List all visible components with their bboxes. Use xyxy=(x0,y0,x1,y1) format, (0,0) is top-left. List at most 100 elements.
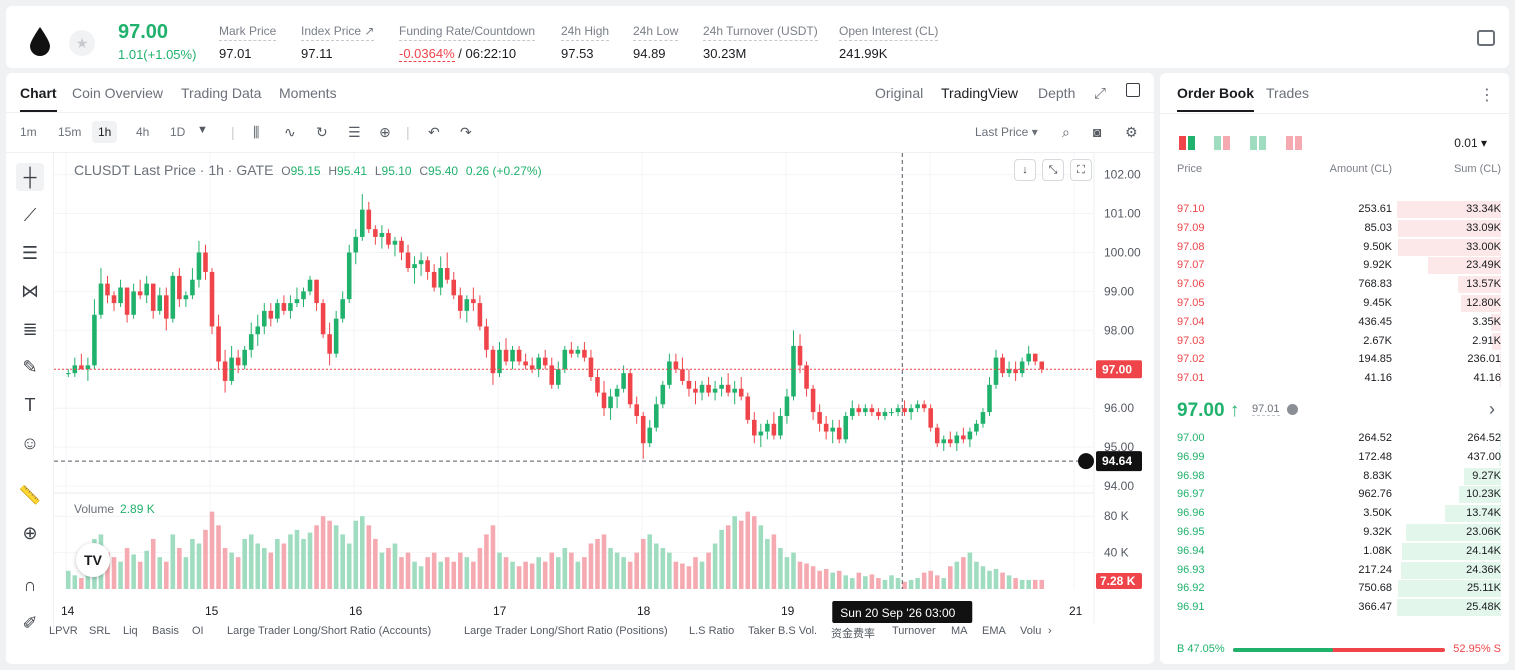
brush-icon[interactable]: ✎ xyxy=(22,357,38,377)
tab-chart[interactable]: Chart xyxy=(20,85,57,112)
bid-row[interactable]: 97.00 264.52 264.52 xyxy=(1160,429,1509,448)
bid-row[interactable]: 96.91 366.47 25.48K xyxy=(1160,598,1509,617)
pattern-icon[interactable]: ⋈ xyxy=(21,281,39,301)
fullscreen-icon[interactable]: ⛶ xyxy=(1070,159,1092,181)
chart-plot-area[interactable]: 102.00 101.00 100.00 99.00 98.00 97.00 96.00 95… xyxy=(54,153,1154,670)
view-original[interactable]: Original xyxy=(875,85,924,101)
chevron-down-icon[interactable]: ▼ xyxy=(197,124,208,136)
bid-row[interactable]: 96.92 750.68 25.11K xyxy=(1160,579,1509,598)
text-icon[interactable]: T xyxy=(24,395,36,415)
ratio-bar xyxy=(1233,648,1445,652)
search-icon[interactable]: ⌕ xyxy=(1062,124,1070,140)
bid-row[interactable]: 96.96 3.50K 13.74K xyxy=(1160,504,1509,523)
camera-icon[interactable]: ◙ xyxy=(1093,124,1102,140)
indicator-item[interactable]: MA xyxy=(951,625,968,637)
compare-icon[interactable]: ↻ xyxy=(316,124,328,140)
indicator-item[interactable]: Volu xyxy=(1020,625,1042,637)
mode-both-icon[interactable] xyxy=(1179,136,1195,150)
indicators-icon[interactable]: ∿ xyxy=(284,124,296,140)
view-depth[interactable]: Depth xyxy=(1038,85,1076,101)
ask-row[interactable]: 97.03 2.67K 2.91K xyxy=(1160,332,1509,351)
ask-row[interactable]: 97.04 436.45 3.35K xyxy=(1160,313,1509,332)
bid-row[interactable]: 96.93 217.24 24.36K xyxy=(1160,561,1509,580)
window-icon[interactable] xyxy=(1126,83,1140,97)
ask-row[interactable]: 97.07 9.92K 23.49K xyxy=(1160,256,1509,275)
candle-body xyxy=(66,373,71,375)
ask-row[interactable]: 97.05 9.45K 12.80K xyxy=(1160,294,1509,313)
mode-asks-icon[interactable] xyxy=(1286,136,1302,150)
volume-bar xyxy=(216,525,221,589)
zoom-in-icon[interactable]: ⊕ xyxy=(22,523,38,543)
trend-line-icon[interactable]: ⟋ xyxy=(23,205,37,225)
indicator-item[interactable]: L.S Ratio xyxy=(689,625,735,637)
mode-split-icon[interactable] xyxy=(1214,136,1230,150)
timeframe-4h[interactable]: 4h xyxy=(136,125,150,139)
indicator-item[interactable]: OI xyxy=(192,625,204,637)
ask-row[interactable]: 97.08 9.50K 33.00K xyxy=(1160,238,1509,257)
undo-icon[interactable]: ↶ xyxy=(428,124,440,140)
template-icon[interactable]: ☰ xyxy=(348,124,361,140)
bid-row[interactable]: 96.94 1.08K 24.14K xyxy=(1160,542,1509,561)
tab-order-book[interactable]: Order Book xyxy=(1177,85,1255,112)
expand-icon[interactable]: ⤢ xyxy=(1094,85,1107,102)
ask-row[interactable]: 97.06 768.83 13.57K xyxy=(1160,275,1509,294)
indicator-item[interactable]: Liq xyxy=(123,625,138,637)
tab-trades[interactable]: Trades xyxy=(1266,85,1310,101)
stat-mark-price[interactable]: Mark Price 97.01 xyxy=(219,24,277,61)
stat-funding-rate[interactable]: Funding Rate/Countdown -0.0364% / 06:22:… xyxy=(399,24,536,62)
mode-bids-icon[interactable] xyxy=(1250,136,1266,150)
volume-bar xyxy=(196,543,202,589)
settings-gear-icon[interactable]: ⚙ xyxy=(1125,124,1138,140)
candle-body xyxy=(464,299,470,311)
indicator-item[interactable]: LPVR xyxy=(49,625,78,637)
bid-row[interactable]: 96.97 962.76 10.23K xyxy=(1160,485,1509,504)
bid-row[interactable]: 96.95 9.32K 23.06K xyxy=(1160,523,1509,542)
tradingview-logo-icon[interactable]: TV xyxy=(76,543,110,577)
bid-row[interactable]: 96.98 8.83K 9.27K xyxy=(1160,467,1509,486)
timeframe-1h[interactable]: 1h xyxy=(92,121,118,143)
indicator-item[interactable]: 资金费率 xyxy=(831,628,875,640)
indicator-item[interactable]: Basis xyxy=(152,625,179,637)
view-tradingview[interactable]: TradingView xyxy=(941,85,1019,101)
tab-trading-data[interactable]: Trading Data xyxy=(181,85,262,101)
stat-index-price[interactable]: Index Price ↗ 97.11 xyxy=(301,24,375,61)
book-icon[interactable] xyxy=(1477,30,1495,46)
more-options-icon[interactable]: ⋮ xyxy=(1479,87,1495,104)
indicator-item[interactable]: SRL xyxy=(89,625,111,637)
collapse-icon[interactable]: ⤡ xyxy=(1042,159,1064,181)
emoji-icon[interactable]: ☺ xyxy=(20,433,40,453)
chevron-right-icon[interactable]: › xyxy=(1048,625,1052,637)
indicator-item[interactable]: Turnover xyxy=(892,625,936,637)
ask-row[interactable]: 97.09 85.03 33.09K xyxy=(1160,219,1509,238)
timeframe-15m[interactable]: 15m xyxy=(58,125,82,139)
pencil-lock-icon[interactable]: ✐ xyxy=(22,613,38,633)
indicator-item[interactable]: Taker B.S Vol. xyxy=(748,625,818,637)
precision-select[interactable]: 0.01 ▾ xyxy=(1454,136,1487,150)
bid-row[interactable]: 96.99 172.48 437.00 xyxy=(1160,448,1509,467)
timeframe-1d[interactable]: 1D xyxy=(170,125,186,139)
candle-body xyxy=(582,349,587,358)
redo-icon[interactable]: ↷ xyxy=(460,124,472,140)
indicator-item[interactable]: EMA xyxy=(982,625,1006,637)
ask-row[interactable]: 97.01 41.16 41.16 xyxy=(1160,369,1509,388)
indicator-item[interactable]: Large Trader Long/Short Ratio (Positions… xyxy=(464,625,668,637)
indicator-item[interactable]: Large Trader Long/Short Ratio (Accounts) xyxy=(227,625,432,637)
last-price-select[interactable]: Last Price ▾ xyxy=(975,125,1038,139)
favorite-star-icon[interactable]: ★ xyxy=(69,30,95,56)
tab-coin-overview[interactable]: Coin Overview xyxy=(72,85,164,101)
magnet-icon[interactable]: ∩ xyxy=(23,575,37,595)
horizontal-lines-icon[interactable]: ☰ xyxy=(21,243,39,263)
tab-moments[interactable]: Moments xyxy=(279,85,337,101)
timeframe-1m[interactable]: 1m xyxy=(20,125,37,139)
arrow-down-icon[interactable]: ↓ xyxy=(1014,159,1036,181)
candle-type-icon[interactable]: ⫼ xyxy=(253,124,260,140)
crosshair-icon[interactable]: ┼ xyxy=(16,163,44,191)
chevron-right-icon[interactable]: › xyxy=(1489,399,1495,419)
ask-row[interactable]: 97.02 194.85 236.01 xyxy=(1160,350,1509,369)
ruler-icon[interactable]: 📏 xyxy=(18,485,42,505)
fib-icon[interactable]: ≣ xyxy=(22,319,38,339)
stat-open-interest[interactable]: Open Interest (CL) 241.99K xyxy=(839,24,939,61)
candlestick-chart[interactable]: 102.00 101.00 100.00 99.00 98.00 97.00 96.00 95… xyxy=(54,153,1154,623)
add-alert-icon[interactable]: ⊕ xyxy=(379,124,391,140)
ask-row[interactable]: 97.10 253.61 33.34K xyxy=(1160,200,1509,219)
